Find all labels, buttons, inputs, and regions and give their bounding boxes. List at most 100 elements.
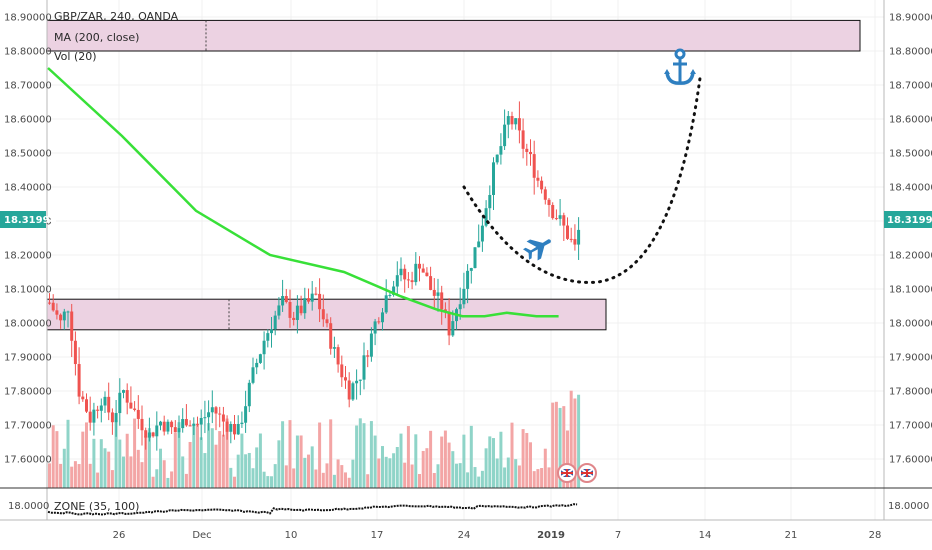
y-tick-label: 18.00000 <box>4 319 52 330</box>
volume-bar <box>188 441 192 488</box>
volume-bar <box>284 465 288 488</box>
volume-bar <box>118 439 122 488</box>
legend-vol[interactable]: Vol (20) <box>54 50 97 63</box>
volume-bar <box>66 419 70 488</box>
volume-bar <box>562 406 566 488</box>
volume-bar <box>554 401 558 488</box>
volume-bar <box>451 451 455 488</box>
candle <box>229 423 233 432</box>
x-tick-label: 10 <box>285 530 298 541</box>
volume-bar <box>144 436 148 488</box>
volume-bar <box>384 456 388 488</box>
candle <box>403 268 407 280</box>
candle <box>517 118 521 131</box>
volume-bar <box>218 431 222 488</box>
zone-indicator-pane <box>47 503 578 516</box>
volume-bar <box>114 419 118 488</box>
y-tick-label: 18.90000 <box>4 13 52 24</box>
projected-path <box>462 76 702 284</box>
y-tick-label: 17.60000 <box>4 455 52 466</box>
candle <box>344 377 347 381</box>
legend-symbol[interactable]: GBP/ZAR, 240, OANDA <box>54 10 179 23</box>
volume-bar <box>210 428 214 488</box>
candle <box>458 304 462 310</box>
y-tick-label: 18.50000 <box>4 149 52 160</box>
volume-bar <box>151 476 155 488</box>
price-tag-right: 18.31994 <box>884 211 932 228</box>
y-tick-label: 17.70000 <box>4 421 52 432</box>
time-axis[interactable]: 26 Dec 10 17 24 2019 7 14 21 28 <box>113 530 882 541</box>
y-tick-label-right: 18.50000 <box>889 149 932 160</box>
volume-bar <box>506 457 510 488</box>
left-price-axis[interactable]: 18.90000 18.80000 18.70000 18.60000 18.50000… <box>4 13 52 466</box>
candle <box>159 421 162 426</box>
candle <box>292 317 296 321</box>
candle <box>77 364 81 397</box>
price-tag-left: 18.31994 <box>0 211 57 228</box>
x-tick-label: 28 <box>869 530 882 541</box>
volume-bar <box>73 461 77 488</box>
volume-bar <box>503 467 507 488</box>
volume-bar <box>258 433 262 488</box>
candle <box>436 292 440 296</box>
y-tick-label: 17.80000 <box>4 387 52 398</box>
volume-bar <box>170 471 174 488</box>
volume-bar <box>388 458 392 488</box>
volume-bar <box>414 434 418 488</box>
volume-bar <box>177 422 181 488</box>
volume-bar <box>99 439 103 488</box>
candle <box>173 427 177 433</box>
candle <box>133 408 137 410</box>
volume-bar <box>329 419 333 488</box>
volume-bar <box>140 462 144 488</box>
volume-bar <box>314 469 318 488</box>
volume-bar <box>321 472 325 488</box>
volume-bar <box>403 462 407 488</box>
candle <box>284 296 288 302</box>
candle <box>103 396 107 406</box>
uk-flag-icon[interactable] <box>557 463 577 483</box>
volume-bar <box>96 472 100 488</box>
candle <box>196 423 199 425</box>
legend-zone[interactable]: ZONE (35, 100) <box>54 500 139 513</box>
candle <box>488 195 492 209</box>
volume-bar <box>51 425 55 488</box>
candle <box>558 215 562 219</box>
candle <box>514 118 518 125</box>
uk-flag-icon[interactable] <box>577 463 597 483</box>
y-tick-label-right: 18.20000 <box>889 251 932 262</box>
legend-ma[interactable]: MA (200, close) <box>54 31 139 44</box>
candle <box>303 298 307 314</box>
candle <box>536 177 540 181</box>
candle <box>99 405 103 411</box>
candle <box>188 425 192 427</box>
volume-bar <box>517 465 521 488</box>
candle <box>270 329 273 334</box>
volume-bar <box>514 459 518 488</box>
candle <box>358 379 362 381</box>
candle <box>155 425 159 437</box>
volume-bar <box>443 430 447 488</box>
right-price-axis[interactable]: 18.90000 18.80000 18.70000 18.60000 18.50000… <box>889 13 932 466</box>
volume-bar <box>88 463 92 488</box>
candle <box>233 423 236 435</box>
volume-bar <box>421 450 425 488</box>
candle <box>310 293 314 302</box>
projection-path <box>462 76 702 284</box>
candle <box>429 276 433 290</box>
candle <box>321 309 325 320</box>
volume-bar <box>92 438 96 488</box>
candle <box>214 407 218 414</box>
candle <box>551 205 555 219</box>
candle <box>62 311 66 321</box>
candle <box>51 302 55 311</box>
volume-bar <box>62 448 66 488</box>
candle <box>540 180 544 190</box>
ma-200-line <box>47 67 559 318</box>
candle <box>88 411 92 423</box>
y-tick-label: 18.70000 <box>4 81 52 92</box>
volume-bar <box>199 437 203 488</box>
candle <box>295 305 299 321</box>
y-tick-label-right: 17.70000 <box>889 421 932 432</box>
